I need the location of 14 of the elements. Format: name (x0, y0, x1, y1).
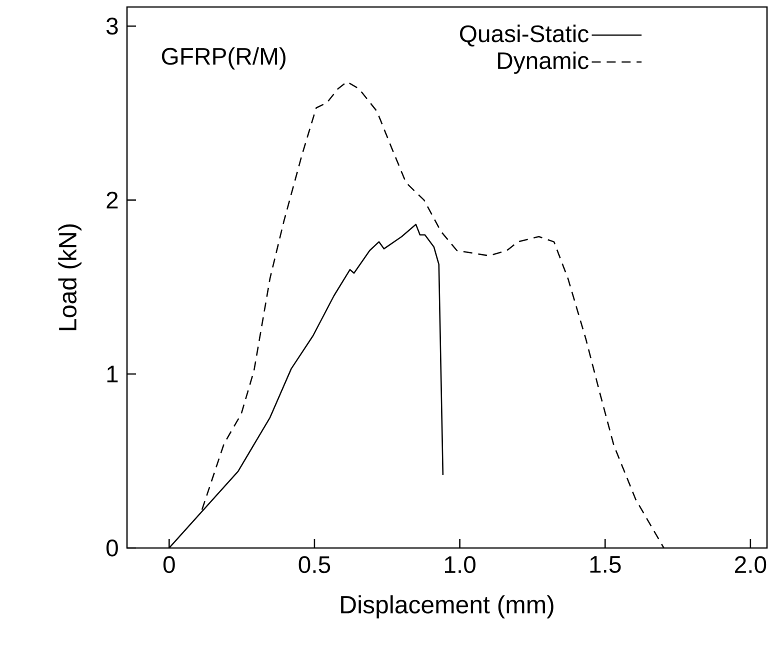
x-tick-label: 0 (163, 556, 175, 574)
x-tick-label: 1.5 (590, 556, 621, 573)
legend-label: Quasi-Static (460, 24, 588, 47)
y-tick-label: 3 (106, 18, 118, 35)
legend-label: Dynamic (498, 52, 588, 74)
y-tick-label: 0 (106, 540, 118, 556)
x-tick-label: 0.5 (298, 556, 330, 574)
y-axis-title: Load (kN) (58, 224, 82, 330)
x-tick-label: 2.0 (735, 556, 766, 574)
annotation: GFRP(R/M) (162, 47, 286, 70)
x-axis-title: Displacement (mm) (341, 595, 554, 618)
y-tick-label: 1 (107, 366, 118, 382)
x-tick-label: 1.0 (445, 556, 476, 574)
y-tick-label: 2 (106, 192, 118, 208)
